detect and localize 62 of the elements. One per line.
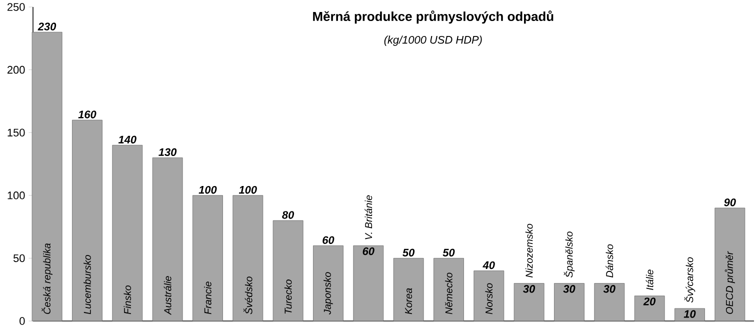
bar [634, 296, 665, 322]
data-label: 50 [442, 248, 455, 257]
data-label: 160 [78, 110, 96, 118]
x-tick-label: Švýcarsko [684, 257, 696, 303]
x-tick-label: Itálie [646, 270, 654, 290]
bar [192, 195, 223, 322]
data-label: 230 [38, 22, 56, 30]
bar [112, 144, 143, 322]
y-tick-label: 0 [20, 317, 25, 325]
bar [594, 283, 625, 322]
bar [232, 195, 264, 322]
x-tick-label: Dánsko [606, 244, 614, 278]
data-label: 10 [684, 310, 696, 318]
data-label: 40 [482, 261, 495, 270]
data-label: 80 [282, 211, 294, 219]
data-label: 100 [238, 186, 257, 194]
x-tick-label: Japonsko [324, 272, 333, 315]
y-tick-label: 250 [7, 3, 25, 11]
x-tick-label: Švédsko [243, 276, 252, 314]
bar [434, 258, 464, 322]
chart-title: Měrná produkce průmyslových odpadů [313, 10, 554, 24]
bar [353, 245, 384, 322]
x-tick-label: Austrálie [164, 276, 172, 315]
data-label: 140 [118, 136, 136, 144]
bar [72, 120, 102, 322]
bar [554, 283, 584, 322]
x-tick-label: Korea [405, 288, 412, 314]
bar [393, 258, 424, 322]
y-tick-label: 50 [13, 254, 25, 262]
x-tick-label: Finsko [124, 285, 132, 314]
data-label: 60 [322, 236, 334, 244]
bar [674, 308, 705, 322]
x-tick-label: Norsko [485, 283, 493, 314]
x-tick-label: Německo [445, 272, 452, 314]
data-label: 90 [724, 198, 736, 206]
data-label: 60 [362, 247, 374, 256]
x-tick-label: Lucembursko [84, 254, 91, 314]
bar [474, 270, 504, 322]
x-tick-label: Česká republika [42, 243, 52, 314]
x-tick-label: Nizozemsko [525, 224, 533, 278]
data-label: 130 [158, 148, 177, 156]
data-label: 30 [603, 285, 616, 293]
x-tick-label: Francie [204, 282, 212, 314]
data-label: 50 [402, 248, 415, 257]
x-tick-label: OECD průměr [724, 251, 735, 314]
bar [514, 283, 544, 322]
x-tick-label: Turecko [284, 280, 292, 314]
bar [152, 158, 183, 322]
bar [313, 245, 344, 322]
bar [714, 208, 746, 322]
bar [272, 220, 304, 322]
y-tick-label: 200 [7, 66, 25, 74]
bar [32, 32, 62, 322]
data-label: 30 [523, 285, 536, 293]
data-label: 30 [563, 285, 576, 293]
data-label: 100 [198, 186, 217, 194]
x-tick-label: V. Británie [364, 195, 372, 240]
y-tick-label: 150 [8, 128, 25, 136]
text: (kg/1000 USD HDP) [384, 36, 482, 46]
data-label: 20 [643, 298, 656, 306]
x-tick-label: Španělsko [564, 232, 575, 278]
y-tick-label: 100 [8, 192, 25, 200]
